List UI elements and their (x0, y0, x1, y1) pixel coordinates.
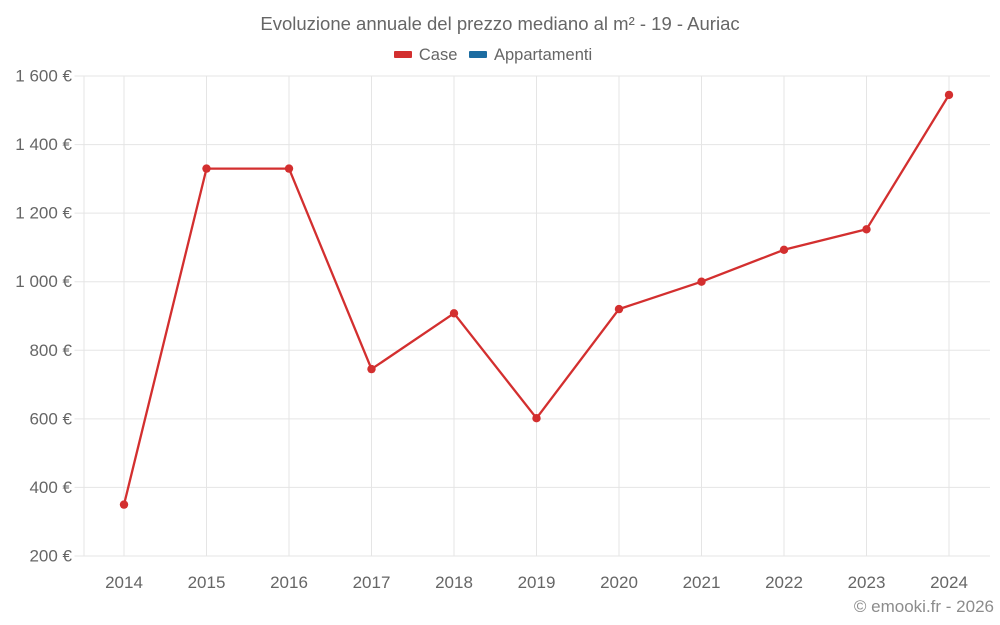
svg-text:2023: 2023 (848, 573, 886, 592)
svg-text:1 600 €: 1 600 € (15, 67, 72, 86)
svg-text:2019: 2019 (518, 573, 556, 592)
svg-text:2024: 2024 (930, 573, 968, 592)
svg-text:2021: 2021 (683, 573, 721, 592)
svg-text:1 000 €: 1 000 € (15, 272, 72, 291)
svg-text:2017: 2017 (353, 573, 391, 592)
svg-text:800 €: 800 € (29, 341, 72, 360)
svg-text:2016: 2016 (270, 573, 308, 592)
svg-text:2022: 2022 (765, 573, 803, 592)
svg-text:1 200 €: 1 200 € (15, 204, 72, 223)
svg-text:2015: 2015 (188, 573, 226, 592)
svg-text:600 €: 600 € (29, 409, 72, 428)
svg-text:2014: 2014 (105, 573, 143, 592)
svg-text:400 €: 400 € (29, 478, 72, 497)
svg-text:1 400 €: 1 400 € (15, 135, 72, 154)
svg-text:2020: 2020 (600, 573, 638, 592)
svg-text:2018: 2018 (435, 573, 473, 592)
svg-text:200 €: 200 € (29, 547, 72, 566)
